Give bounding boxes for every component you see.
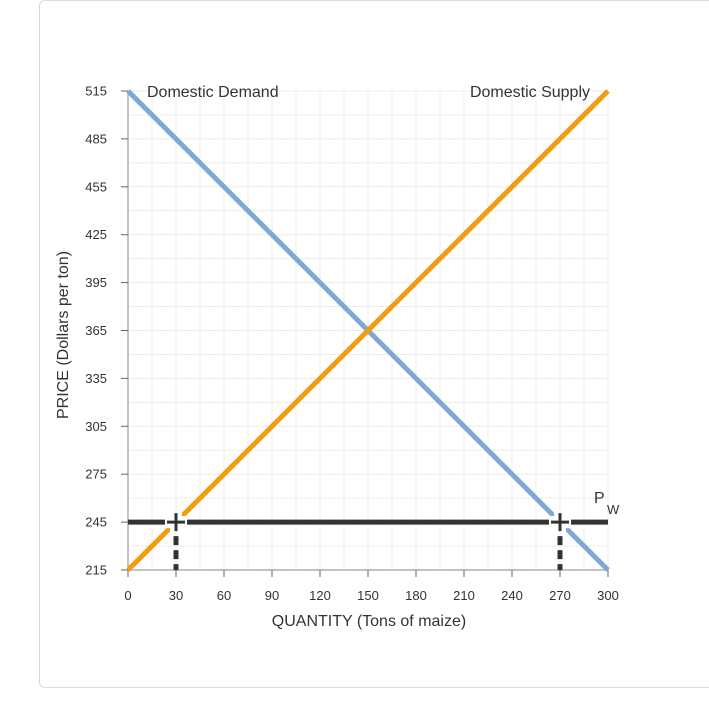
x-tick-label: 210 bbox=[453, 588, 475, 603]
y-tick-label: 245 bbox=[85, 515, 107, 530]
x-tick-label: 90 bbox=[265, 588, 279, 603]
x-tick-label: 150 bbox=[357, 588, 379, 603]
x-tick-label: 0 bbox=[124, 588, 131, 603]
tick-marks bbox=[121, 90, 609, 577]
x-tick-label: 300 bbox=[597, 588, 619, 603]
domestic-demand-label: Domestic Demand bbox=[147, 84, 279, 101]
x-tick-label: 180 bbox=[405, 588, 427, 603]
series-lines bbox=[126, 89, 610, 572]
x-tick-label: 60 bbox=[217, 588, 231, 603]
intersection-markers bbox=[165, 511, 571, 570]
y-tick-label: 455 bbox=[85, 179, 107, 194]
x-tick-label: 270 bbox=[549, 588, 571, 603]
y-tick-label: 365 bbox=[85, 323, 107, 338]
series-labels: Domestic Demand Domestic Supply bbox=[147, 84, 590, 101]
x-tick-label: 30 bbox=[169, 588, 183, 603]
domestic-supply-curve bbox=[126, 89, 610, 572]
y-tick-label: 335 bbox=[85, 371, 107, 386]
y-tick-label: 515 bbox=[85, 84, 107, 99]
y-tick-label: 425 bbox=[85, 227, 107, 242]
y-axis-label: PRICE (Dollars per ton) bbox=[55, 251, 72, 419]
y-tick-labels: 215 245 275 305 335 365 395 425 455 485 515 bbox=[85, 84, 107, 578]
world-price-label-subscript: W bbox=[607, 502, 620, 517]
x-tick-label: 240 bbox=[501, 588, 523, 603]
y-tick-label: 215 bbox=[85, 563, 107, 578]
world-price-line-group: PW bbox=[128, 490, 620, 525]
y-tick-label: 485 bbox=[85, 131, 107, 146]
x-tick-label: 120 bbox=[309, 588, 331, 603]
y-tick-label: 395 bbox=[85, 275, 107, 290]
y-tick-label: 275 bbox=[85, 467, 107, 482]
x-axis-label: QUANTITY (Tons of maize) bbox=[272, 613, 466, 630]
x-tick-labels: 0 30 60 90 120 150 180 210 240 270 300 bbox=[124, 588, 618, 603]
world-price-label: P bbox=[594, 490, 605, 507]
grid bbox=[127, 90, 609, 571]
domestic-supply-label: Domestic Supply bbox=[470, 84, 590, 101]
y-tick-label: 305 bbox=[85, 419, 107, 434]
